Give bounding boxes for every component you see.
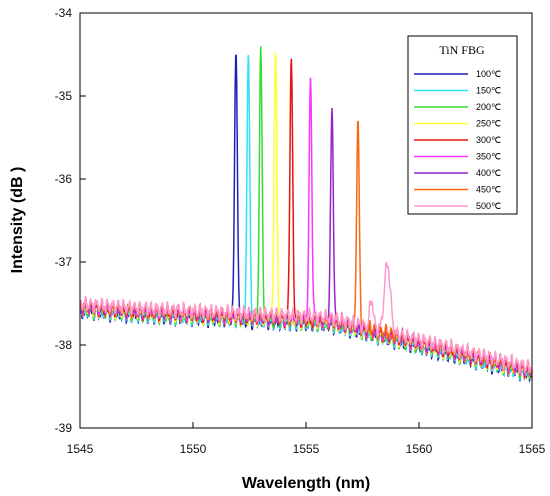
legend-label: 450℃ — [476, 185, 501, 195]
x-tick-label: 1550 — [180, 442, 207, 456]
legend-label: 350℃ — [476, 152, 501, 162]
y-tick-label: -35 — [55, 89, 73, 103]
legend: TiN FBG 100℃ 150℃ 200℃ 250℃ 300℃ 350℃ 400℃ 450℃… — [407, 35, 518, 215]
legend-label: 250℃ — [476, 119, 501, 129]
y-tick-label: -34 — [55, 6, 73, 20]
legend-label: 300℃ — [476, 135, 501, 145]
y-tick-label: -36 — [55, 172, 73, 186]
legend-items: 100℃ 150℃ 200℃ 250℃ 300℃ 350℃ 400℃ 450℃ 500℃ — [414, 69, 501, 211]
x-tick-label: 1555 — [293, 442, 320, 456]
series-layer — [79, 46, 533, 383]
y-tick-label: -38 — [55, 338, 73, 352]
legend-label: 500℃ — [476, 201, 501, 211]
x-tick-label: 1545 — [67, 442, 94, 456]
y-tick-label: -37 — [55, 255, 73, 269]
y-tick-label: -39 — [55, 421, 73, 435]
x-tick-label: 1560 — [406, 442, 433, 456]
legend-label: 100℃ — [476, 69, 501, 79]
legend-label: 150℃ — [476, 86, 501, 96]
legend-title: TiN FBG — [439, 43, 485, 57]
x-axis-title: Wavelength (nm) — [242, 475, 370, 492]
legend-box — [407, 35, 518, 215]
legend-label: 200℃ — [476, 102, 501, 112]
y-axis-title: Intensity (dB ) — [9, 167, 26, 274]
ticks-layer: 1545 1550 1555 1560 1565 -34 -35 -36 -37 -38 -39 — [55, 6, 546, 456]
x-tick-label: 1565 — [519, 442, 546, 456]
legend-label: 400℃ — [476, 168, 501, 178]
series-line — [79, 262, 533, 376]
